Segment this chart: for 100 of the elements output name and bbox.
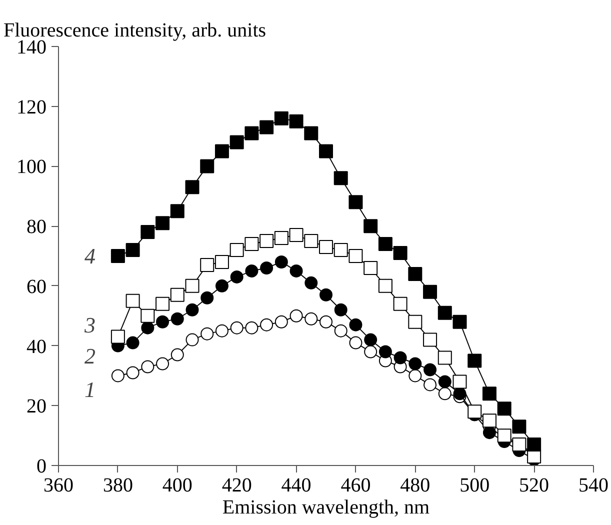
x-tick-label: 440	[281, 474, 312, 496]
y-tick-label: 20	[26, 396, 46, 418]
point	[438, 387, 452, 400]
point	[244, 126, 259, 140]
point	[260, 120, 274, 134]
x-tick-label: 520	[519, 474, 550, 496]
point	[186, 303, 199, 316]
point	[424, 378, 437, 392]
x-tick-label: 420	[222, 474, 252, 496]
point	[274, 315, 288, 328]
point	[394, 351, 407, 364]
point	[497, 428, 512, 443]
point	[200, 159, 214, 174]
series-label: 1	[84, 377, 96, 402]
point	[185, 278, 200, 293]
point	[156, 296, 170, 311]
point	[424, 363, 437, 376]
x-tick-label: 500	[460, 474, 490, 496]
point	[156, 216, 170, 230]
point	[438, 375, 452, 388]
point	[319, 144, 333, 158]
y-tick-label: 100	[16, 156, 46, 178]
point	[290, 264, 303, 278]
y-tick-label: 40	[26, 336, 46, 358]
point	[349, 318, 362, 332]
x-tick-label: 360	[44, 474, 74, 496]
point	[289, 114, 304, 128]
point	[378, 237, 392, 252]
point	[364, 219, 378, 234]
point	[423, 332, 438, 347]
point	[186, 333, 199, 346]
point	[408, 369, 422, 382]
point	[304, 312, 318, 326]
point	[378, 345, 392, 358]
point	[126, 336, 140, 350]
y-tick-label: 80	[26, 216, 46, 238]
point	[170, 312, 184, 326]
point	[334, 171, 348, 186]
point	[141, 360, 154, 374]
point	[408, 357, 422, 370]
point	[274, 256, 288, 268]
point	[468, 354, 482, 368]
point	[527, 438, 542, 452]
x-tick-label: 400	[162, 474, 192, 496]
point	[141, 321, 154, 334]
point	[245, 321, 258, 334]
point	[156, 357, 170, 370]
point	[364, 333, 378, 346]
point	[230, 270, 244, 284]
point	[274, 111, 288, 126]
point	[215, 324, 228, 338]
series-label: 4	[84, 244, 96, 268]
point	[334, 324, 348, 338]
point	[200, 291, 214, 304]
x-axis-title: Emission wavelength, nm	[222, 496, 430, 518]
point	[423, 284, 438, 299]
y-tick-label: 0	[36, 456, 46, 478]
point	[468, 404, 482, 419]
point	[156, 315, 170, 328]
point	[230, 135, 244, 150]
point	[320, 288, 332, 302]
point	[348, 195, 363, 210]
point	[334, 303, 348, 316]
point	[304, 276, 318, 290]
point	[452, 314, 467, 329]
point	[245, 264, 258, 278]
point	[260, 261, 274, 274]
x-tick-label: 380	[102, 474, 133, 496]
point	[364, 345, 378, 358]
point	[349, 336, 362, 350]
point	[512, 420, 526, 434]
point	[304, 126, 318, 140]
point	[230, 321, 244, 334]
point	[126, 366, 140, 380]
point	[110, 249, 125, 263]
point	[200, 327, 214, 340]
point	[482, 414, 496, 428]
point	[126, 294, 140, 308]
point	[140, 225, 155, 240]
point	[408, 266, 422, 281]
point	[110, 330, 125, 344]
y-tick-label: 120	[16, 96, 46, 118]
series-label: 2	[84, 343, 96, 368]
point	[378, 278, 392, 293]
point	[260, 318, 274, 332]
x-tick-label: 480	[400, 474, 430, 496]
point	[170, 204, 184, 218]
point	[290, 309, 303, 322]
point	[126, 243, 140, 258]
point	[214, 144, 229, 158]
x-tick-label: 460	[340, 474, 371, 496]
point	[497, 402, 512, 416]
point	[170, 288, 184, 302]
point	[438, 306, 452, 320]
point	[482, 426, 496, 440]
point	[408, 314, 422, 329]
point	[482, 386, 496, 401]
point	[393, 296, 408, 311]
point	[111, 369, 124, 382]
x-tick-label: 540	[578, 474, 608, 496]
